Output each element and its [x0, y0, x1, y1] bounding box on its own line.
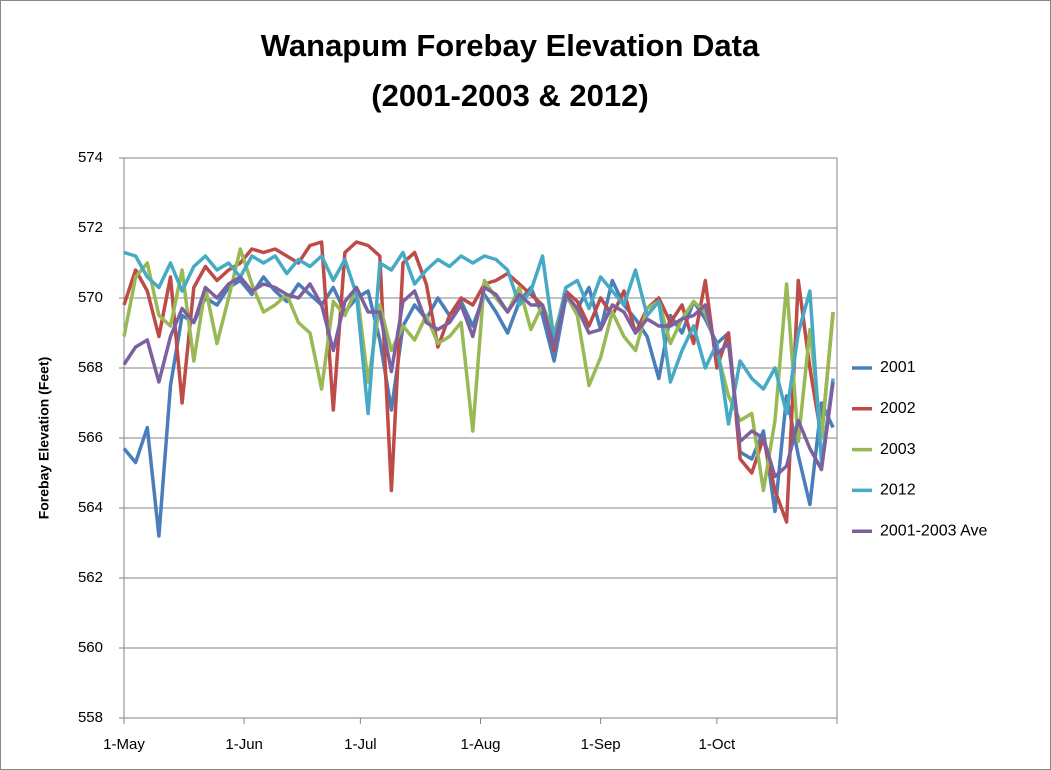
y-tick-label: 568 — [78, 359, 103, 376]
legend-label: 2003 — [880, 441, 916, 458]
y-tick-label: 572 — [78, 219, 103, 236]
chart-title: Wanapum Forebay Elevation Data — [261, 28, 760, 63]
x-tick-label: 1-Jun — [225, 736, 263, 753]
y-axis-label: Forebay Elevation (Feet) — [36, 357, 52, 520]
legend-label: 2001 — [880, 359, 916, 376]
y-tick-label: 570 — [78, 289, 103, 306]
x-tick-label: 1-Oct — [699, 736, 737, 753]
x-tick-label: 1-Sep — [581, 736, 621, 753]
legend-label: 2001-2003 Ave — [880, 522, 987, 539]
y-tick-label: 560 — [78, 639, 103, 656]
y-tick-label: 566 — [78, 429, 103, 446]
y-tick-label: 564 — [78, 499, 103, 516]
y-tick-label: 562 — [78, 569, 103, 586]
chart-title: (2001-2003 & 2012) — [371, 78, 648, 113]
x-tick-label: 1-Jul — [344, 736, 377, 753]
x-tick-label: 1-May — [103, 736, 145, 753]
x-tick-label: 1-Aug — [460, 736, 500, 753]
series-line — [122, 275, 835, 479]
legend-label: 2002 — [880, 400, 916, 417]
legend-label: 2012 — [880, 482, 916, 499]
y-tick-label: 574 — [78, 149, 103, 166]
y-tick-label: 558 — [78, 709, 103, 726]
